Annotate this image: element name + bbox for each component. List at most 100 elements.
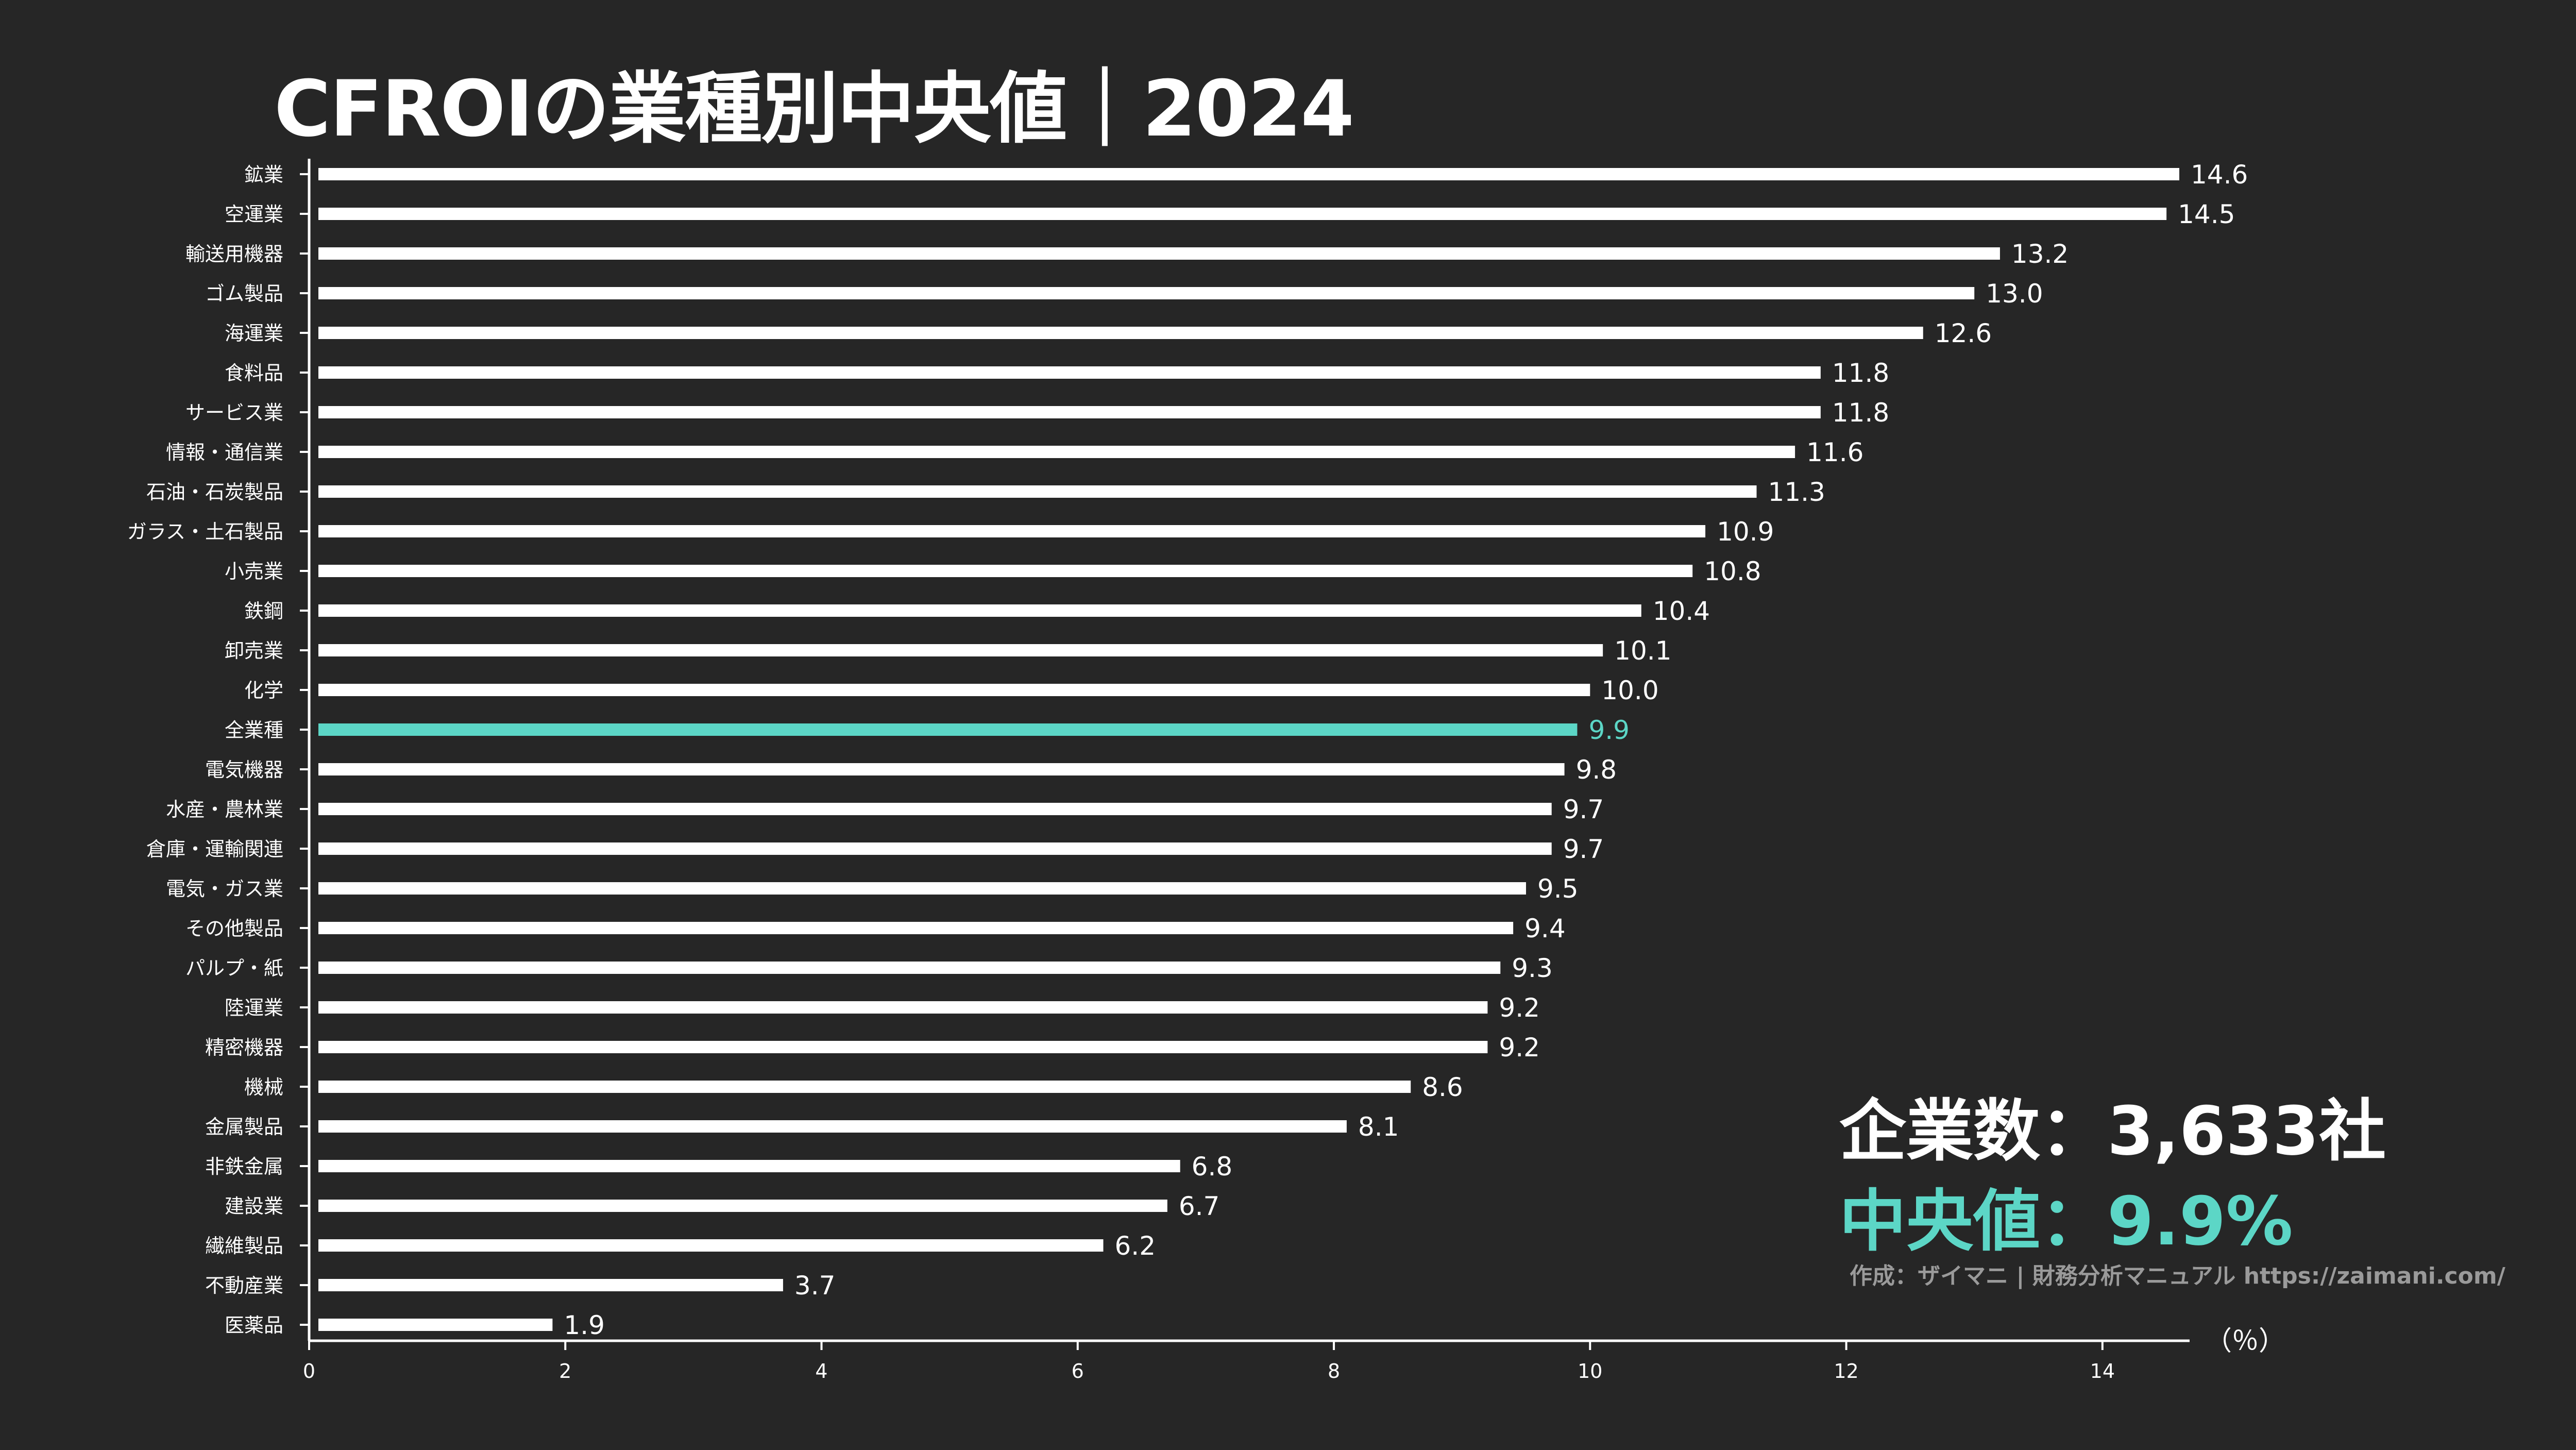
value-label: 9.9 <box>1588 715 1630 745</box>
category-label: 精密機器 <box>205 1036 283 1059</box>
category-label: 海運業 <box>225 322 283 345</box>
bar <box>318 842 1552 855</box>
category-label: サービス業 <box>185 401 283 424</box>
category-label: 鉱業 <box>244 163 283 186</box>
value-label: 9.8 <box>1576 755 1617 785</box>
bar <box>318 962 1501 974</box>
bar <box>318 525 1706 537</box>
category-label: 石油・石炭製品 <box>146 481 283 503</box>
category-label: パルプ・紙 <box>185 957 283 980</box>
category-label: 空運業 <box>225 203 283 226</box>
bar <box>318 803 1552 815</box>
bar <box>318 247 2000 260</box>
category-label: 電気・ガス業 <box>166 878 283 900</box>
value-label: 11.6 <box>1806 437 1863 467</box>
bar <box>318 565 1693 577</box>
category-label: 情報・通信業 <box>166 441 283 464</box>
bar <box>318 882 1526 895</box>
category-label: 卸売業 <box>225 639 283 662</box>
x-tick-label: 14 <box>2090 1360 2115 1382</box>
category-label: 機械 <box>244 1076 283 1099</box>
category-label: 陸運業 <box>225 997 283 1019</box>
value-label: 14.5 <box>2178 199 2235 229</box>
chart-title: CFROIの業種別中央値｜2024 <box>274 64 1354 154</box>
bar <box>318 1279 783 1291</box>
category-label: 水産・農林業 <box>166 798 283 821</box>
bar <box>318 1120 1347 1133</box>
value-label: 9.7 <box>1563 834 1604 864</box>
bar <box>318 1001 1488 1014</box>
x-tick-label: 10 <box>1578 1360 1602 1382</box>
bar <box>318 406 1821 418</box>
category-label: 食料品 <box>225 362 283 384</box>
x-tick-label: 6 <box>1072 1360 1084 1382</box>
value-label: 11.8 <box>1832 358 1889 388</box>
value-label: 12.6 <box>1935 318 1992 348</box>
value-label: 9.7 <box>1563 795 1604 824</box>
value-label: 11.8 <box>1832 398 1889 428</box>
value-label: 8.6 <box>1422 1072 1463 1102</box>
bar <box>318 366 1821 379</box>
value-label: 1.9 <box>564 1310 605 1340</box>
x-tick-label: 0 <box>303 1360 315 1382</box>
category-label: 非鉄金属 <box>205 1155 283 1178</box>
credit-text: 作成：ザイマニ | 財務分析マニュアル https://zaimani.com/ <box>1850 1263 2505 1289</box>
bar <box>318 168 2179 180</box>
bar <box>318 485 1757 498</box>
category-label: 金属製品 <box>205 1116 283 1138</box>
category-label: 電気機器 <box>205 758 283 781</box>
bar <box>318 1239 1104 1252</box>
value-label: 10.1 <box>1614 636 1671 666</box>
value-label: 10.9 <box>1717 517 1774 547</box>
value-label: 9.3 <box>1512 953 1553 983</box>
category-label: 繊維製品 <box>205 1235 283 1257</box>
category-label: 全業種 <box>225 719 283 741</box>
bar <box>318 723 1578 736</box>
bar <box>318 1041 1488 1053</box>
category-label: ゴム製品 <box>205 282 283 305</box>
category-label: 小売業 <box>225 560 283 583</box>
value-label: 3.7 <box>794 1271 836 1301</box>
x-axis-unit-label: （％） <box>2205 1326 2285 1357</box>
value-label: 10.8 <box>1704 557 1761 586</box>
bar <box>318 1081 1411 1093</box>
category-label: 医薬品 <box>225 1314 283 1337</box>
value-label: 13.0 <box>1986 279 2043 309</box>
bar <box>318 1319 553 1331</box>
category-label: ガラス・土石製品 <box>127 520 283 543</box>
x-tick-label: 8 <box>1328 1360 1340 1382</box>
company-count: 企業数：3,633社 <box>1839 1092 2386 1170</box>
value-label: 6.2 <box>1115 1231 1156 1261</box>
category-label: 倉庫・運輸関連 <box>146 838 283 861</box>
x-tick-label: 12 <box>1834 1360 1858 1382</box>
value-label: 6.8 <box>1192 1152 1233 1182</box>
category-label: 不動産業 <box>205 1274 283 1297</box>
value-label: 14.6 <box>2191 160 2248 190</box>
median-value: 中央値：9.9% <box>1839 1182 2293 1260</box>
category-label: その他製品 <box>185 917 283 940</box>
value-label: 10.4 <box>1653 596 1710 626</box>
bar <box>318 327 1923 339</box>
value-label: 9.2 <box>1499 993 1540 1023</box>
bar <box>318 763 1565 775</box>
category-label: 建設業 <box>225 1195 283 1218</box>
bar <box>318 1200 1167 1212</box>
x-tick-label: 4 <box>815 1360 827 1382</box>
bar <box>318 1160 1180 1172</box>
category-label: 化学 <box>244 679 283 702</box>
value-label: 13.2 <box>2011 239 2069 269</box>
value-label: 9.4 <box>1524 914 1566 943</box>
bar <box>318 684 1590 696</box>
bar <box>318 287 1975 299</box>
bar <box>318 922 1514 934</box>
value-label: 11.3 <box>1768 477 1825 507</box>
value-label: 9.5 <box>1537 874 1579 904</box>
bar <box>318 446 1795 458</box>
value-label: 9.2 <box>1499 1033 1540 1063</box>
x-tick-label: 2 <box>559 1360 571 1382</box>
bar <box>318 208 2167 220</box>
bar <box>318 604 1641 617</box>
bar <box>318 644 1603 656</box>
category-label: 鉄鋼 <box>244 600 283 622</box>
